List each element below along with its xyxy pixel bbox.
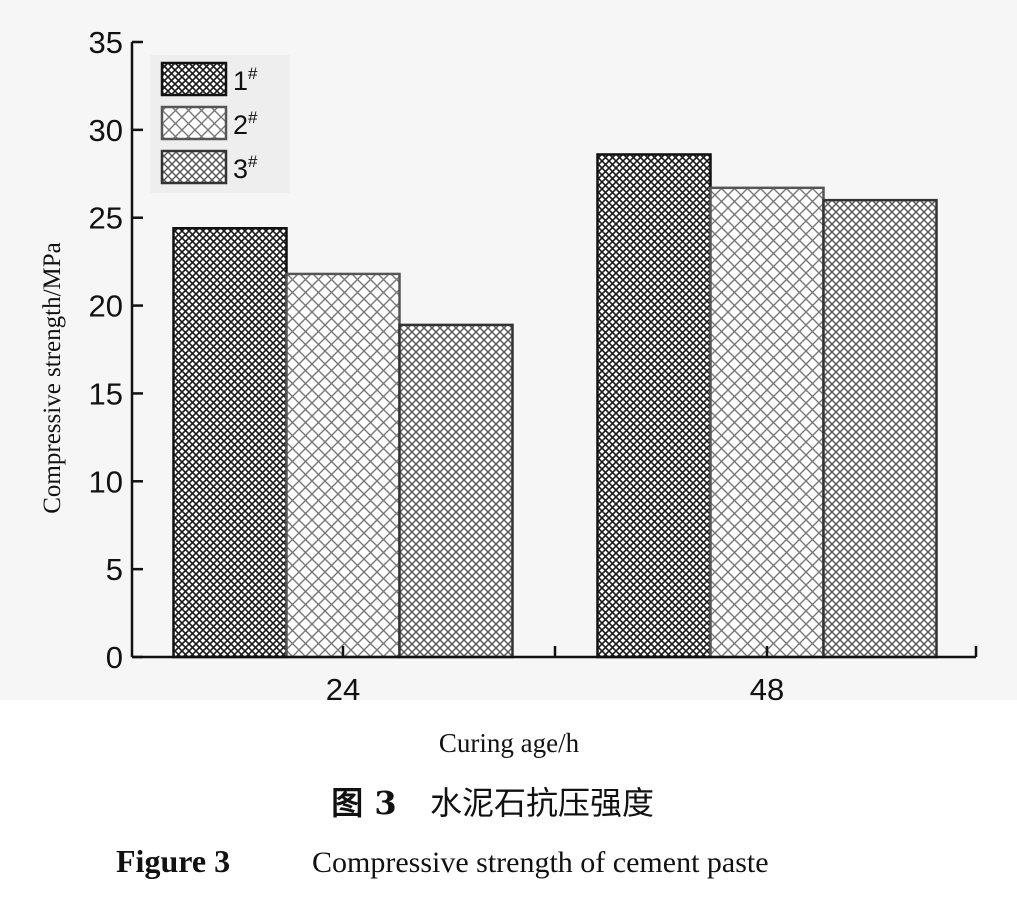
caption-cn-text: 水泥石抗压强度 <box>430 784 654 822</box>
y-tick-label: 5 <box>106 552 123 587</box>
bar-series-3-cat-48 <box>822 198 938 659</box>
bar-series-2-cat-24 <box>285 272 401 659</box>
y-axis-ticks: 0 5 10 15 20 25 30 35 <box>89 25 143 675</box>
legend: 1#2#3# <box>150 55 290 193</box>
y-tick-label: 10 <box>89 464 123 499</box>
x-tick-label: 24 <box>326 672 360 707</box>
y-tick-label: 15 <box>89 376 123 411</box>
bar-series-2-cat-48 <box>709 186 825 659</box>
bar-series-1-cat-48 <box>596 153 712 659</box>
caption-en-text: Compressive strength of cement paste <box>312 846 769 879</box>
x-tick-label: 48 <box>750 672 784 707</box>
legend-swatch-3 <box>160 149 228 185</box>
y-tick-label: 30 <box>89 113 123 148</box>
x-axis-ticks: 24 48 <box>326 646 978 707</box>
legend-swatch-1 <box>160 61 228 97</box>
bar-series-1-cat-24 <box>172 227 288 659</box>
caption-cn: 图 3 水泥石抗压强度 <box>331 784 654 822</box>
caption-en: Figure 3 Compressive strength of cement … <box>116 843 769 879</box>
y-tick-label: 0 <box>106 640 123 675</box>
x-axis-label: Curing age/h <box>439 728 580 758</box>
bars-layer <box>172 153 938 659</box>
caption-en-label: Figure 3 <box>116 843 230 879</box>
y-axis-label: Compressive strength/MPa <box>39 242 66 514</box>
y-tick-label: 20 <box>89 289 123 324</box>
bar-series-3-cat-24 <box>398 323 514 659</box>
legend-swatch-2 <box>160 105 228 141</box>
y-tick-label: 35 <box>89 25 123 60</box>
y-tick-label: 25 <box>89 201 123 236</box>
caption-cn-label: 图 3 <box>331 784 396 822</box>
